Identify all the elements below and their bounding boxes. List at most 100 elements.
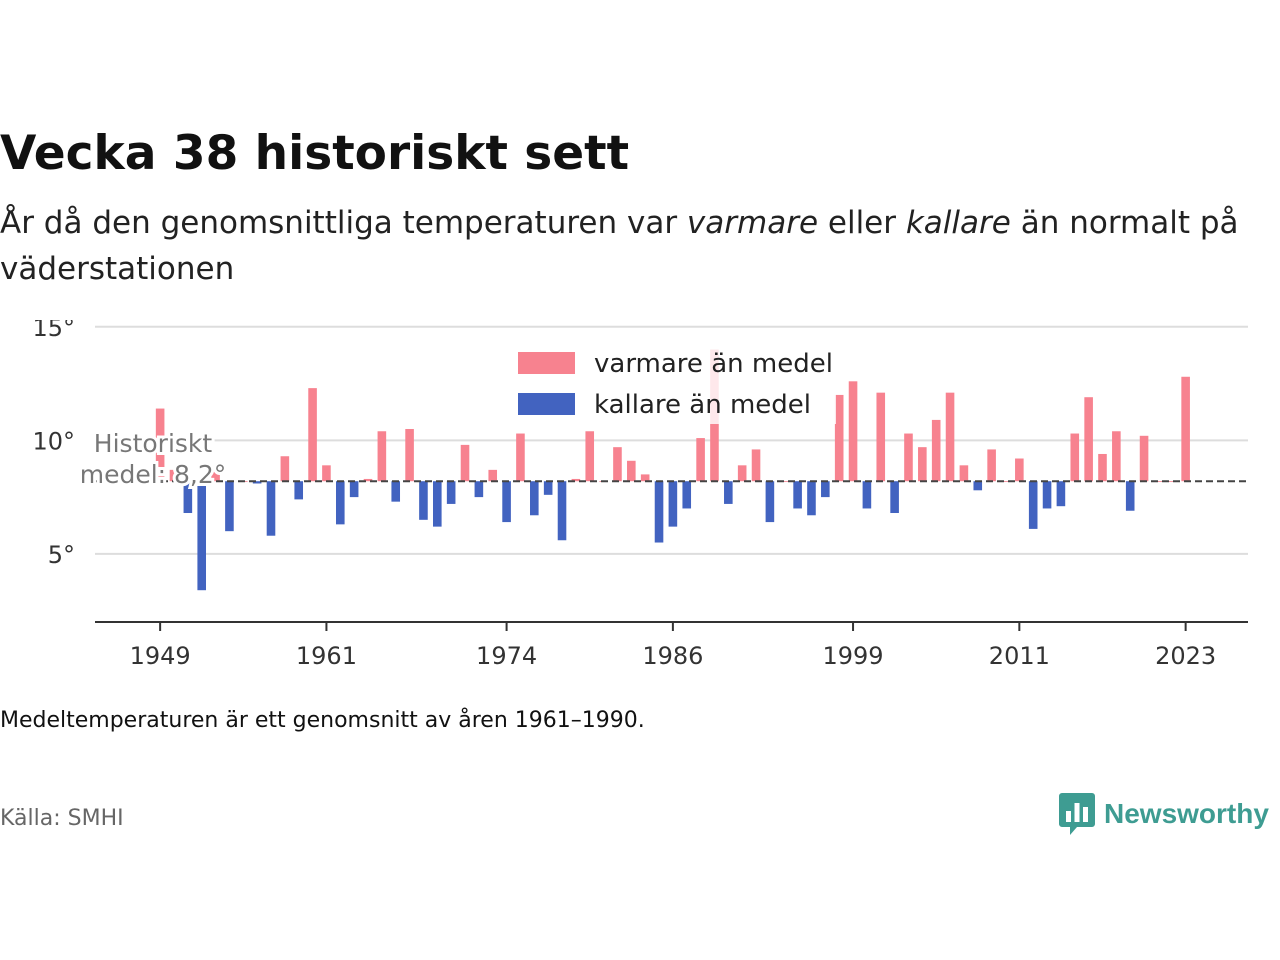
- bar-1990: [724, 481, 733, 504]
- bar-2009: [987, 449, 996, 482]
- bars: [155, 349, 1190, 591]
- bar-1974: [502, 481, 511, 523]
- source-credit: Källa: SMHI: [0, 806, 124, 831]
- subtitle-warm-word: varmare: [686, 205, 819, 241]
- bar-1996: [807, 481, 816, 516]
- x-tick-label-1961: 1961: [296, 642, 357, 670]
- bar-1978: [557, 481, 567, 541]
- bar-2001: [876, 392, 886, 482]
- bar-2008: [973, 481, 983, 491]
- average-label-line-2: medel: 8,2°: [80, 460, 227, 489]
- brand-name: Newsworthy: [1104, 798, 1269, 829]
- bar-1972: [474, 481, 484, 498]
- bar-2020: [1139, 435, 1149, 482]
- bar-1992: [751, 449, 761, 482]
- bar-1975: [516, 433, 525, 482]
- bar-1966: [391, 481, 401, 502]
- bar-1956: [252, 481, 262, 484]
- bar-1991: [737, 465, 747, 482]
- bar-1967: [405, 428, 414, 482]
- subtitle-part-1: År då den genomsnittliga temperaturen va…: [0, 205, 687, 241]
- historical-average-label: Historiskt medel: 8,2°: [77, 426, 230, 492]
- bar-1993: [765, 481, 775, 523]
- bar-1987: [682, 481, 692, 509]
- newsworthy-logo-icon: [1059, 793, 1095, 835]
- x-tick-label-1974: 1974: [476, 642, 537, 670]
- bar-2012: [1028, 481, 1038, 529]
- bar-2023: [1181, 376, 1190, 482]
- bar-2015: [1070, 433, 1080, 482]
- bar-1952: [197, 481, 207, 591]
- bar-2002: [890, 481, 899, 514]
- subtitle-cold-word: kallare: [905, 205, 1011, 241]
- bar-2006: [945, 392, 955, 482]
- bar-1983: [627, 460, 636, 482]
- legend-swatch-warm: [518, 352, 575, 374]
- bar-1957: [266, 481, 276, 536]
- temperature-bar-chart: 5° 10° 15° 1949 1961 1974 1986 1999 2011 2023 Hi…: [32, 320, 1248, 670]
- bar-1965: [377, 431, 387, 482]
- bar-1971: [460, 444, 470, 482]
- bar-2017: [1098, 453, 1107, 482]
- bar-2019: [1125, 481, 1135, 511]
- legend: varmare än medel kallare än medel: [508, 342, 836, 424]
- bar-1982: [613, 447, 622, 482]
- chart-title: Vecka 38 historiskt sett: [0, 126, 630, 181]
- bar-1980: [585, 431, 595, 482]
- bar-1950: [169, 469, 179, 482]
- bar-1977: [543, 481, 553, 495]
- bar-2010: [1001, 481, 1010, 483]
- legend-label-warm: varmare än medel: [594, 349, 833, 379]
- bar-2007: [959, 465, 969, 482]
- bar-1949: [155, 408, 165, 482]
- x-tick-label-1999: 1999: [823, 642, 884, 670]
- legend-label-cold: kallare än medel: [594, 390, 811, 420]
- x-tick-label-1986: 1986: [642, 642, 703, 670]
- bar-1973: [488, 469, 498, 482]
- x-tick-label-2023: 2023: [1155, 642, 1216, 670]
- grid-lines: [95, 325, 1248, 555]
- bar-2011: [1015, 458, 1024, 482]
- bar-1960: [308, 388, 317, 482]
- subtitle-part-3: än normalt på väderstationen: [0, 205, 1239, 287]
- bar-2018: [1112, 431, 1121, 482]
- bar-2005: [931, 419, 941, 482]
- bar-1997: [821, 481, 830, 498]
- y-axis-ticks: 5° 10° 15°: [32, 320, 75, 569]
- bar-2004: [918, 447, 927, 482]
- bar-2003: [904, 433, 913, 482]
- bar-1998: [834, 394, 844, 482]
- bar-2013: [1042, 481, 1052, 509]
- bar-1999: [848, 381, 858, 482]
- bar-1988: [696, 438, 705, 482]
- bar-1961: [322, 465, 331, 482]
- bar-1984: [640, 474, 650, 482]
- bar-1969: [433, 481, 442, 527]
- bar-2014: [1056, 481, 1066, 507]
- chart-note: Medeltemperaturen är ett genomsnitt av å…: [0, 708, 645, 733]
- x-tick-label-1949: 1949: [130, 642, 191, 670]
- bar-1954: [225, 481, 234, 532]
- bar-1970: [446, 481, 456, 504]
- bar-1995: [793, 481, 802, 509]
- average-label-line-1: Historiskt: [94, 429, 213, 458]
- bar-1964: [363, 478, 373, 482]
- chart-subtitle: År då den genomsnittliga temperaturen va…: [0, 200, 1240, 292]
- y-tick-label-5: 5°: [48, 541, 75, 569]
- x-axis-ticks: 1949 1961 1974 1986 1999 2011 2023: [130, 622, 1216, 670]
- bar-1962: [335, 481, 345, 525]
- legend-swatch-cold: [518, 393, 575, 415]
- y-tick-label-15: 15°: [32, 320, 75, 342]
- bar-1958: [280, 456, 290, 482]
- bar-1976: [530, 481, 539, 516]
- bar-1986: [668, 481, 678, 527]
- subtitle-part-2: eller: [818, 205, 906, 241]
- bar-1985: [654, 481, 664, 543]
- bar-1953: [211, 469, 220, 482]
- bar-2022: [1167, 481, 1177, 483]
- bar-1951: [183, 481, 193, 514]
- bar-2016: [1084, 397, 1093, 482]
- bar-1968: [419, 481, 428, 520]
- bar-2000: [862, 481, 872, 509]
- bar-1979: [571, 478, 581, 482]
